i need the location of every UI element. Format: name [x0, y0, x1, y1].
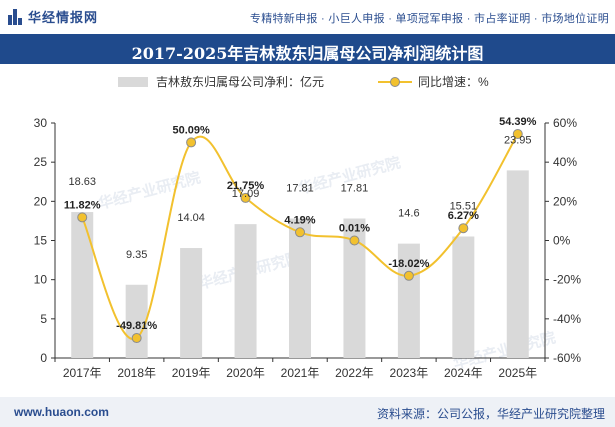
x-tick-label: 2023年 [390, 366, 429, 380]
growth-value-label: 0.01% [339, 222, 370, 234]
y-right-tick-label: 0% [553, 234, 571, 248]
growth-value-label: 50.09% [172, 124, 210, 136]
y-left-tick-label: 20 [34, 194, 48, 208]
legend-bar-label: 吉林敖东归属母公司净利：亿元 [156, 74, 324, 89]
growth-value-label: -18.02% [388, 258, 429, 270]
growth-line [77, 128, 523, 344]
logo-icon [8, 8, 22, 25]
y-right-tick-label: -60% [553, 351, 581, 365]
bar [343, 218, 366, 358]
bar [289, 218, 311, 358]
y-left-tick-label: 10 [34, 273, 48, 287]
bar-value-label: 18.63 [68, 176, 96, 188]
legend-line-label: 同比增速：% [418, 75, 489, 89]
bar-value-label: 15.51 [450, 201, 478, 213]
x-tick-label: 2022年 [335, 366, 374, 380]
y-right-tick-label: 40% [553, 155, 577, 169]
growth-line-path [81, 133, 519, 341]
x-tick-label: 2019年 [172, 366, 211, 380]
title-bar: 2017-2025年吉林敖东归属母公司净利润统计图 [0, 34, 615, 64]
growth-value-label: 11.82% [64, 199, 101, 211]
bar-value-label: 14.6 [398, 208, 419, 220]
growth-value-label: 4.19% [284, 214, 315, 226]
legend-line-marker [390, 77, 400, 87]
bars [71, 170, 529, 358]
growth-value-label: 54.39% [499, 116, 537, 128]
y-left-tick-label: 0 [40, 351, 47, 365]
growth-value-label: -49.81% [116, 320, 157, 332]
bar [397, 243, 420, 358]
watermarks: 华经产业研究院华经产业研究院华经产业研究院华经产业研究院 [96, 153, 557, 373]
x-tick-label: 2024年 [444, 366, 483, 380]
bar [506, 170, 529, 358]
bar [452, 236, 475, 358]
x-tick-label: 2021年 [281, 366, 320, 380]
logo[interactable]: 华经情报网 [8, 7, 98, 26]
services-links[interactable]: 专精特新申报 · 小巨人申报 · 单项冠军申报 · 市占率证明 · 市场地位证明 [249, 13, 609, 25]
bar-value-label: 17.81 [341, 182, 369, 194]
y-right-tick-label: 20% [553, 194, 577, 208]
bar [234, 224, 257, 358]
y-left-tick-label: 15 [34, 234, 48, 248]
y-right-tick-label: -20% [553, 273, 581, 287]
growth-value-label: 21.75% [227, 180, 265, 192]
growth-point [240, 192, 251, 203]
bar-value-label: 17.81 [286, 182, 314, 194]
footer-source: 资料来源：公司公报，华经产业研究院整理 [376, 407, 605, 421]
legend-bar-swatch [118, 77, 148, 87]
bar [71, 212, 94, 358]
y-right-tick-label: -40% [553, 312, 581, 326]
legend: 吉林敖东归属母公司净利：亿元 同比增速：% [118, 74, 489, 89]
bar-value-label: 9.35 [126, 249, 147, 261]
footer: www.huaon.com 资料来源：公司公报，华经产业研究院整理 [0, 397, 615, 427]
x-tick-label: 2020年 [226, 366, 265, 380]
watermark-text: 华经产业研究院 [96, 168, 202, 213]
growth-value-label: 6.27% [448, 210, 479, 222]
top-bar: 华经情报网 专精特新申报 · 小巨人申报 · 单项冠军申报 · 市占率证明 · … [0, 0, 615, 34]
x-tick-label: 2017年 [63, 366, 102, 380]
y-right-tick-label: 60% [553, 116, 577, 130]
growth-point [349, 235, 360, 246]
growth-point [458, 223, 469, 234]
bar [180, 248, 203, 358]
growth-point [512, 128, 523, 139]
x-tick-label: 2018年 [117, 366, 156, 380]
growth-point [131, 333, 142, 344]
growth-point [295, 227, 305, 238]
footer-site[interactable]: www.huaon.com [14, 405, 109, 419]
data-labels: 18.63 9.35 14.04 17.09 17.81 17.81 14.6 15.51 23… [64, 116, 537, 332]
y-left-tick-label: 30 [34, 116, 48, 130]
chart-title: 2017-2025年吉林敖东归属母公司净利润统计图 [131, 44, 484, 63]
growth-point [77, 212, 88, 223]
growth-point [186, 137, 197, 148]
y-left-tick-label: 25 [34, 155, 48, 169]
growth-point [403, 270, 414, 281]
bar-value-label: 23.95 [504, 134, 532, 146]
logo-text: 华经情报网 [28, 10, 99, 25]
y-left-tick-label: 5 [40, 312, 47, 326]
chart: 吉林敖东归属母公司净利：亿元 同比增速：% 华经产业研究院 华经产业研究院华经产业… [34, 74, 582, 380]
bar-value-label: 17.09 [232, 188, 260, 200]
x-tick-label: 2025年 [498, 366, 537, 380]
bar-value-label: 14.04 [177, 212, 205, 224]
